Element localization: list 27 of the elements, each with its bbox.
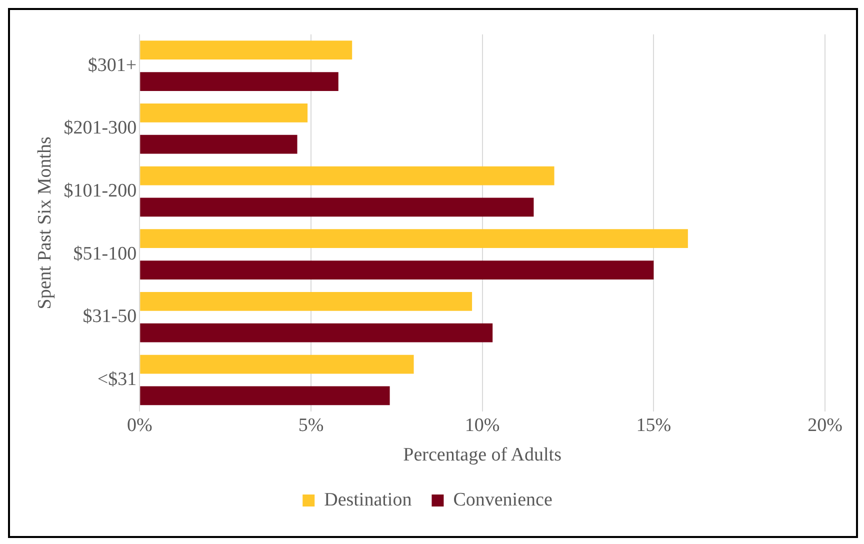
bar xyxy=(140,260,654,280)
bar xyxy=(140,292,472,311)
bar xyxy=(140,198,534,217)
x-tick-label: 15% xyxy=(636,414,672,436)
bar xyxy=(140,354,414,374)
bar xyxy=(140,72,338,91)
x-tick-label: 10% xyxy=(464,414,500,436)
bar xyxy=(140,40,352,60)
bar xyxy=(140,229,688,248)
bar xyxy=(140,166,554,186)
bar xyxy=(140,386,390,406)
y-tick-label: $101-200 xyxy=(64,180,137,202)
x-axis-title: Percentage of Adults xyxy=(403,444,562,466)
y-tick-label: $301+ xyxy=(88,54,137,76)
x-tick-label: 20% xyxy=(808,414,843,436)
y-axis-title: Spent Past Six Months xyxy=(34,136,56,310)
y-tick-label: <$31 xyxy=(97,368,137,390)
x-tick-label: 5% xyxy=(298,414,324,436)
legend-label: Convenience xyxy=(453,489,552,510)
y-tick-label: $31-50 xyxy=(82,306,137,328)
bar xyxy=(140,134,298,154)
bar xyxy=(140,323,493,342)
y-tick-label: $51-100 xyxy=(73,243,137,264)
y-tick-label: $201-300 xyxy=(64,118,137,139)
x-tick-label: 0% xyxy=(126,414,152,436)
legend-label: Destination xyxy=(324,489,412,510)
bar xyxy=(140,104,308,122)
